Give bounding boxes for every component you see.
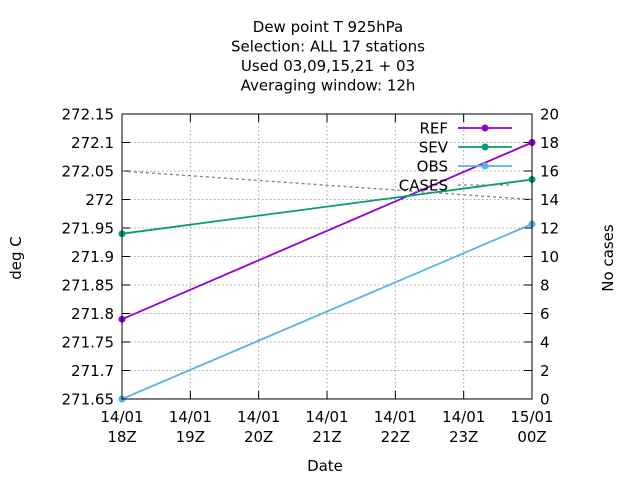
title-line: Dew point T 925hPa — [253, 18, 403, 36]
series — [118, 139, 536, 403]
x-tick-label: 14/01 — [374, 408, 417, 426]
series-line-cases — [121, 170, 533, 201]
y-tick-label: 271.95 — [62, 220, 115, 238]
x-tick-label: 14/01 — [305, 408, 348, 426]
y2-tick-label: 8 — [540, 277, 550, 295]
legend-marker-ref — [481, 124, 489, 132]
grid — [122, 114, 532, 399]
x-tick-label: 14/01 — [237, 408, 280, 426]
y2-tick-label: 2 — [540, 362, 550, 380]
x-tick-label: 20Z — [244, 428, 273, 446]
chart-title: Dew point T 925hPa Selection: ALL 17 stat… — [231, 18, 425, 95]
y2-tick-label: 20 — [540, 106, 559, 124]
y-tick-label: 271.85 — [62, 277, 115, 295]
y2-tick-label: 4 — [540, 334, 550, 352]
x-tick-label: 15/01 — [510, 408, 553, 426]
y-tick-label: 271.9 — [71, 248, 114, 266]
y2-tick-label: 6 — [540, 305, 550, 323]
legend-marker-obs — [481, 162, 489, 170]
x-tick-label: 23Z — [449, 428, 478, 446]
title-line: Used 03,09,15,21 + 03 — [241, 57, 415, 75]
title-line: Averaging window: 12h — [241, 77, 416, 95]
legend-label: OBS — [417, 158, 448, 176]
y2-axis-ticks: 0 2 4 6 8 10 12 14 16 18 20 — [524, 106, 559, 409]
legend-marker-sev — [481, 143, 489, 151]
x-tick-label: 00Z — [517, 428, 546, 446]
legend-label: REF — [419, 120, 448, 138]
y-tick-label: 272 — [85, 191, 114, 209]
y2-tick-label: 12 — [540, 220, 559, 238]
x-tick-label: 19Z — [176, 428, 205, 446]
y-axis-ticks: 271.65 271.7 271.75 271.8 271.85 271.9 271.95 2… — [62, 106, 130, 409]
series-line-ref — [121, 141, 533, 321]
x-axis-label: Date — [307, 457, 343, 475]
y-tick-label: 271.75 — [62, 334, 115, 352]
x-tick-label: 22Z — [381, 428, 410, 446]
x-tick-label: 14/01 — [100, 408, 143, 426]
y-tick-label: 272.1 — [71, 134, 114, 152]
y-tick-label: 271.8 — [71, 305, 114, 323]
y-axis-label: deg C — [7, 236, 25, 280]
y2-tick-label: 10 — [540, 248, 559, 266]
x-tick-label: 14/01 — [442, 408, 485, 426]
y-tick-label: 271.7 — [71, 362, 114, 380]
x-tick-label: 14/01 — [169, 408, 212, 426]
x-tick-label: 18Z — [107, 428, 136, 446]
x-tick-label: 21Z — [312, 428, 341, 446]
plot-frame — [121, 113, 533, 400]
y-tick-label: 271.65 — [62, 391, 115, 409]
series-line-obs — [121, 223, 533, 400]
y2-tick-label: 0 — [540, 391, 550, 409]
legend-label: CASES — [399, 177, 448, 195]
title-line: Selection: ALL 17 stations — [231, 38, 425, 56]
y2-tick-label: 14 — [540, 191, 559, 209]
y-tick-label: 272.05 — [62, 163, 115, 181]
y2-axis-label: No cases — [599, 224, 617, 292]
legend-label: SEV — [419, 139, 449, 157]
y-tick-label: 272.15 — [62, 106, 115, 124]
y2-tick-label: 16 — [540, 163, 559, 181]
series-line-sev — [121, 178, 533, 235]
x-axis-ticks: 14/01 18Z 14/01 19Z 14/01 20Z 14/01 21Z 14/01 22Z… — [100, 114, 554, 446]
y2-tick-label: 18 — [540, 134, 559, 152]
